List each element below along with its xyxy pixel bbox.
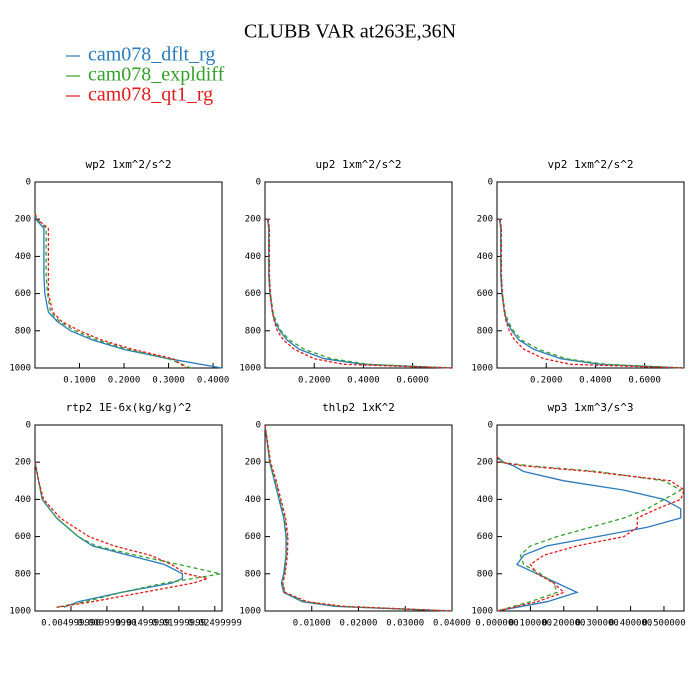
- panel-frame: [496, 181, 685, 369]
- y-tick-label: 1000: [9, 364, 31, 374]
- y-tick-label: 400: [245, 495, 261, 505]
- y-tick-label: 800: [245, 326, 261, 336]
- legend-label: cam078_dflt_rg: [88, 44, 215, 66]
- y-tick-label: 600: [245, 289, 261, 299]
- x-tick-label: 0.2000: [530, 376, 563, 386]
- profile-line: [34, 213, 187, 369]
- x-tick-label: 0.004999990: [41, 619, 101, 629]
- y-tick-label: 1000: [239, 364, 261, 374]
- y-tick-label: 600: [477, 289, 493, 299]
- x-tick-label: 0.4000: [579, 376, 612, 386]
- y-tick-label: 0: [488, 421, 493, 431]
- x-tick-label: 0.4000: [197, 376, 230, 386]
- y-tick-label: 0: [26, 178, 31, 188]
- x-tick-label: 0.02499999: [188, 619, 242, 629]
- y-tick-label: 200: [477, 458, 493, 468]
- panel-title: up2 1xm^2/s^2: [315, 158, 401, 171]
- panel-frame: [264, 424, 453, 612]
- x-tick-label: 0.300000: [575, 619, 618, 629]
- y-tick-label: 600: [477, 532, 493, 542]
- profile-line: [267, 219, 453, 369]
- profile-line: [496, 456, 685, 612]
- profile-line: [496, 456, 683, 612]
- x-tick-label: 0.03000: [386, 619, 424, 629]
- y-tick-label: 800: [15, 326, 31, 336]
- y-tick-label: 400: [245, 252, 261, 262]
- legend-label: cam078_expldiff: [88, 64, 225, 86]
- x-tick-label: 0.200000: [542, 619, 585, 629]
- y-tick-label: 800: [477, 569, 493, 579]
- x-tick-label: 0.009999990: [77, 619, 137, 629]
- y-tick-label: 0: [256, 421, 261, 431]
- y-tick-label: 200: [15, 215, 31, 225]
- x-tick-label: 0.04000: [433, 619, 471, 629]
- profile-line: [498, 219, 685, 369]
- legend-label: cam078_qt1_rg: [88, 84, 213, 106]
- y-tick-label: 400: [15, 495, 31, 505]
- panel-title: vp2 1xm^2/s^2: [547, 158, 633, 171]
- y-tick-label: 0: [488, 178, 493, 188]
- y-tick-label: 0: [26, 421, 31, 431]
- x-tick-label: 0.3000: [152, 376, 185, 386]
- x-tick-label: 0.6000: [628, 376, 661, 386]
- y-tick-label: 200: [245, 215, 261, 225]
- x-tick-label: 0.01999999: [152, 619, 206, 629]
- y-tick-label: 1000: [9, 607, 31, 617]
- y-tick-label: 1000: [239, 607, 261, 617]
- panel-title: wp2 1xm^2/s^2: [85, 158, 171, 171]
- x-tick-label: 0.500000: [642, 619, 685, 629]
- y-tick-label: 200: [245, 458, 261, 468]
- y-tick-label: 800: [477, 326, 493, 336]
- profile-line: [34, 213, 223, 369]
- panel-frame: [496, 424, 685, 612]
- profile-line: [266, 219, 453, 369]
- panel-frame: [34, 424, 223, 612]
- y-tick-label: 600: [245, 532, 261, 542]
- panel-title: thlp2 1xK^2: [322, 401, 395, 414]
- y-tick-label: 800: [245, 569, 261, 579]
- x-tick-label: 0.2000: [298, 376, 331, 386]
- panel-title: rtp2 1E-6x(kg/kg)^2: [66, 401, 192, 414]
- profile-line: [496, 456, 682, 612]
- profile-line: [499, 219, 685, 369]
- y-tick-label: 200: [15, 458, 31, 468]
- profile-line: [264, 424, 453, 612]
- profile-line: [264, 424, 453, 612]
- y-tick-label: 400: [477, 495, 493, 505]
- profile-line: [267, 219, 453, 369]
- figure-title: CLUBB VAR at263E,36N: [244, 21, 456, 43]
- profile-line: [34, 213, 192, 369]
- y-tick-label: 600: [15, 289, 31, 299]
- profile-line: [34, 462, 184, 608]
- x-tick-label: 0.4000: [347, 376, 380, 386]
- x-tick-label: 0.01000: [293, 619, 331, 629]
- panel-frame: [34, 181, 223, 369]
- y-tick-label: 400: [477, 252, 493, 262]
- y-tick-label: 0: [256, 178, 261, 188]
- y-tick-label: 800: [15, 569, 31, 579]
- x-tick-label: 0.000000: [475, 619, 518, 629]
- y-tick-label: 200: [477, 215, 493, 225]
- profile-line: [264, 424, 453, 612]
- panel-frame: [264, 181, 453, 369]
- profile-line: [34, 462, 211, 608]
- x-tick-label: 0.100000: [509, 619, 552, 629]
- panel-title: wp3 1xm^3/s^3: [547, 401, 633, 414]
- profile-line: [34, 462, 221, 608]
- x-tick-label: 0.2000: [108, 376, 141, 386]
- x-tick-label: 0.01499999: [116, 619, 170, 629]
- y-tick-label: 1000: [471, 364, 493, 374]
- y-tick-label: 1000: [471, 607, 493, 617]
- x-tick-label: 0.1000: [63, 376, 96, 386]
- y-tick-label: 400: [15, 252, 31, 262]
- x-tick-label: 0.02000: [340, 619, 378, 629]
- y-tick-label: 600: [15, 532, 31, 542]
- x-tick-label: 0.400000: [609, 619, 652, 629]
- x-tick-label: 0.6000: [396, 376, 429, 386]
